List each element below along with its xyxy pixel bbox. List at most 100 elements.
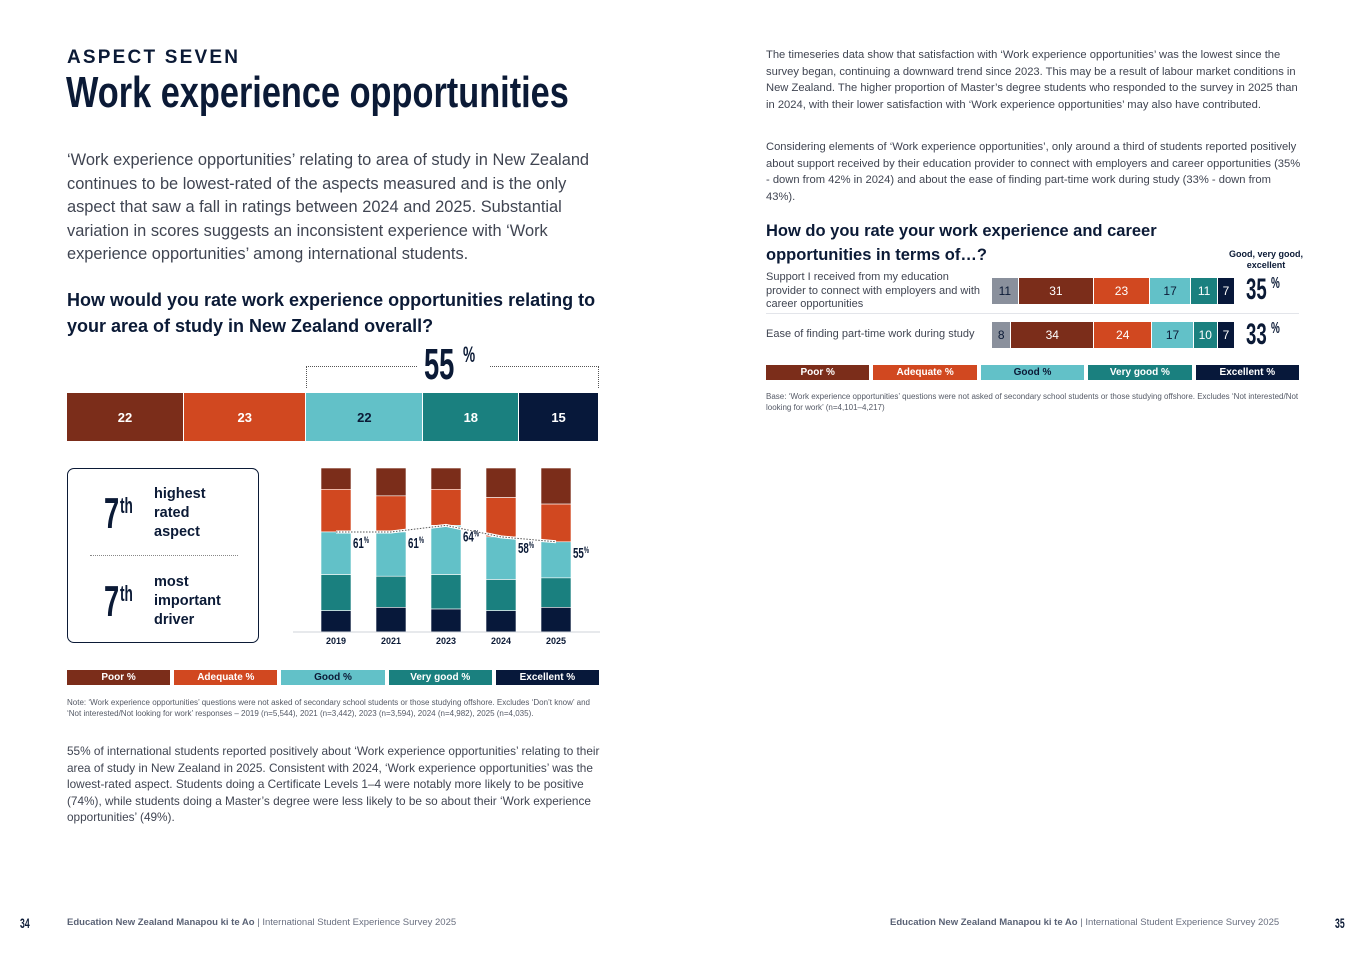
- right-paragraph-2: Considering elements of ‘Work experience…: [766, 141, 1301, 203]
- element-positive-percent: 33%: [1246, 318, 1286, 352]
- rank-highest-rated: 7 th highest rated aspect: [104, 485, 206, 542]
- chart-note: Note: ‘Work experience opportunities’ qu…: [67, 698, 590, 718]
- element-segment-excellent: 7: [1217, 322, 1235, 348]
- column-segment-2024-very-good: [485, 579, 517, 611]
- column-segment-2019-good: [320, 531, 352, 575]
- element-segment-very-good: 10: [1193, 322, 1218, 348]
- base-note: Base: ‘Work experience opportunities’ qu…: [766, 392, 1299, 412]
- column-segment-2024-adequate: [485, 497, 517, 538]
- overall-segment-good: 22: [306, 393, 424, 441]
- element-segment-poor: 31: [1018, 278, 1095, 304]
- element-bar: 11 31 23 17 11 7: [992, 278, 1235, 304]
- rank-box: 7 th highest rated aspect 7 th most impo…: [67, 468, 259, 643]
- element-row-support: Support I received from my education pro…: [766, 271, 1301, 311]
- overall-segment-poor: 22: [67, 393, 185, 441]
- element-row-part-time: Ease of finding part-time work during st…: [766, 318, 1301, 358]
- x-tick-label: 2019: [326, 636, 346, 646]
- page-title: Work experience opportunities: [66, 68, 569, 117]
- overall-segment-adequate: 23: [184, 393, 307, 441]
- section-eyebrow: ASPECT SEVEN: [67, 47, 241, 68]
- element-segment-adequate: 24: [1094, 322, 1153, 348]
- element-segment-adequate: 23: [1094, 278, 1150, 304]
- column-segment-2025-very-good: [540, 577, 572, 608]
- element-segment-unlabeled: 11: [992, 278, 1019, 304]
- footer-left: Education New Zealand Manapou ki te Ao |…: [67, 917, 456, 928]
- rank-number: 7: [104, 577, 120, 626]
- summary-paragraph: 55% of international students reported p…: [67, 744, 600, 825]
- trend-line: [336, 524, 557, 543]
- element-bar: 8 34 24 17 10 7: [992, 322, 1235, 348]
- element-label: Support I received from my education pro…: [766, 271, 980, 310]
- footer-org: Education New Zealand Manapou ki te Ao: [890, 917, 1078, 928]
- column-segment-2024-good: [485, 536, 517, 580]
- element-positive-percent: 35%: [1246, 273, 1286, 307]
- positive-percent-label: 64%: [463, 528, 479, 545]
- column-segment-2025-poor: [540, 467, 572, 505]
- overall-positive-percent: 55%: [418, 340, 489, 389]
- column-segment-2019-poor: [320, 467, 352, 490]
- element-segment-good: 17: [1149, 278, 1192, 304]
- column-segment-2024-poor: [485, 467, 517, 498]
- column-segment-2023-good: [430, 525, 462, 575]
- footer-publication: International Student Experience Survey …: [1085, 917, 1280, 928]
- positive-percent-label: 61%: [408, 535, 424, 552]
- legend-excellent: Excellent %: [1195, 365, 1300, 380]
- page-number-value: 35: [1335, 915, 1345, 931]
- legend-very-good: Very good %: [1088, 365, 1192, 380]
- positive-value: 35: [1246, 273, 1267, 306]
- right-paragraph-1: The timeseries data show that satisfacti…: [766, 49, 1298, 111]
- column-segment-2023-excellent: [430, 608, 462, 633]
- rank-suffix: th: [120, 581, 133, 606]
- legend-good: Good %: [281, 670, 385, 685]
- element-segment-good: 17: [1152, 322, 1194, 348]
- column-segment-2019-adequate: [320, 489, 352, 533]
- element-segment-unlabeled: 8: [992, 322, 1012, 348]
- legend-right: Poor % Adequate % Good % Very good % Exc…: [766, 365, 1300, 380]
- rank-label-line: most: [154, 574, 189, 590]
- positive-summary-header: Good, very good, excellent: [1228, 249, 1303, 270]
- rank-important-driver: 7 th most important driver: [104, 573, 221, 630]
- legend-left: Poor % Adequate % Good % Very good % Exc…: [67, 670, 600, 685]
- column-segment-2023-poor: [430, 467, 462, 490]
- legend-adequate: Adequate %: [174, 670, 278, 685]
- page-number-value: 34: [20, 915, 30, 931]
- column-segment-2021-poor: [375, 467, 407, 497]
- rank-label-line: rated: [154, 505, 190, 521]
- overall-rating-bar: 22 23 22 18 15: [67, 393, 599, 441]
- legend-poor: Poor %: [766, 365, 870, 380]
- footer-separator: |: [1080, 917, 1083, 928]
- page-number-right: 35: [1335, 915, 1351, 931]
- footer-right: Education New Zealand Manapou ki te Ao |…: [890, 917, 1279, 928]
- column-segment-2025-excellent: [540, 607, 572, 633]
- column-segment-2024-excellent: [485, 610, 517, 633]
- timeseries-column-chart: 2019 2021 2023 2024 2025 61% 61% 64% 58% 55%: [293, 467, 600, 646]
- overall-positive-value: 55: [424, 340, 455, 389]
- footer-separator: |: [257, 917, 260, 928]
- element-label: Ease of finding part-time work during st…: [766, 328, 975, 340]
- legend-very-good: Very good %: [388, 670, 492, 685]
- footer-publication: International Student Experience Survey …: [262, 917, 457, 928]
- element-segment-poor: 34: [1011, 322, 1095, 348]
- rank-label-line: driver: [154, 612, 195, 628]
- page-number-left: 34: [20, 915, 36, 931]
- rank-label-line: aspect: [154, 524, 200, 540]
- overall-segment-excellent: 15: [519, 393, 599, 441]
- intro-paragraph: ‘Work experience opportunities’ relating…: [67, 151, 590, 263]
- positive-value: 33: [1246, 318, 1267, 351]
- rank-divider: [90, 555, 238, 556]
- overall-segment-very-good: 18: [423, 393, 520, 441]
- x-tick-label: 2023: [436, 636, 456, 646]
- column-segment-2021-excellent: [375, 607, 407, 633]
- positive-suffix: %: [1271, 320, 1281, 337]
- column-segment-2025-good: [540, 541, 572, 579]
- legend-good: Good %: [980, 365, 1085, 380]
- rank-suffix: th: [120, 493, 133, 518]
- x-tick-label: 2025: [546, 636, 566, 646]
- legend-adequate: Adequate %: [873, 365, 977, 380]
- positive-suffix: %: [1271, 275, 1281, 292]
- footer-org: Education New Zealand Manapou ki te Ao: [67, 917, 255, 928]
- column-segment-2023-very-good: [430, 574, 462, 610]
- elements-question-heading: How do you rate your work experience and…: [766, 222, 1157, 264]
- rank-label-line: highest: [154, 486, 206, 502]
- legend-excellent: Excellent %: [495, 670, 600, 685]
